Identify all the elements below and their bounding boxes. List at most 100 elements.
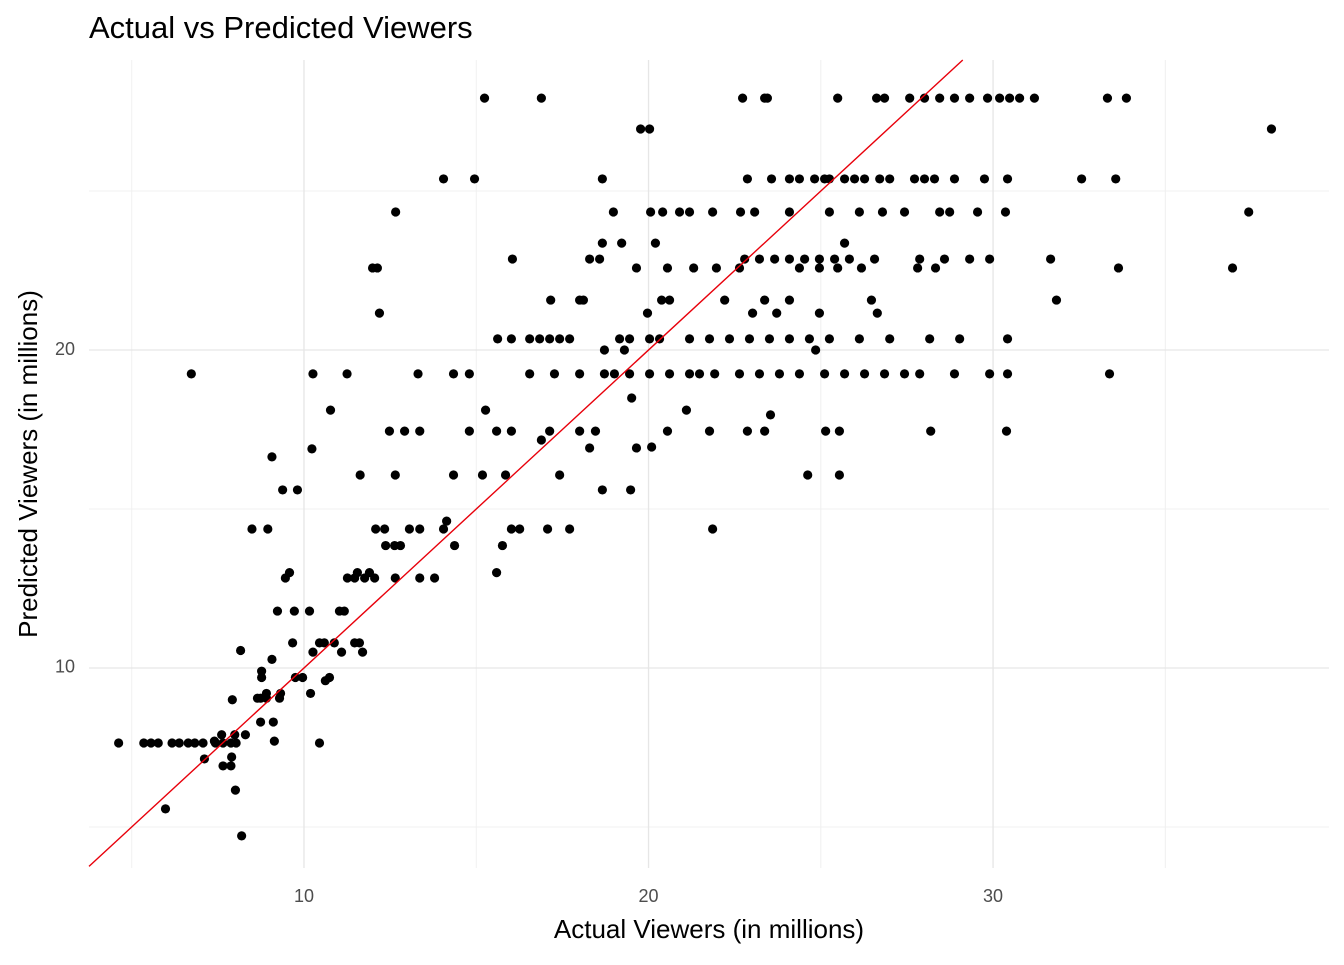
point <box>704 426 715 436</box>
point <box>597 238 607 248</box>
point <box>774 369 785 379</box>
point <box>965 93 975 103</box>
point <box>267 654 277 665</box>
point <box>597 174 607 184</box>
point <box>380 524 390 534</box>
point <box>308 647 318 657</box>
point <box>915 369 925 379</box>
point <box>804 334 815 344</box>
point <box>325 405 336 415</box>
point <box>329 638 339 648</box>
point <box>915 254 925 264</box>
point <box>885 174 895 184</box>
point <box>742 426 753 436</box>
point <box>269 736 279 746</box>
point <box>390 470 400 480</box>
point <box>575 369 585 379</box>
point <box>413 369 423 379</box>
point <box>740 254 750 264</box>
point <box>449 540 460 551</box>
point <box>480 405 491 415</box>
y-axis-label: Predicted Viewers (in millions) <box>13 290 43 638</box>
point <box>415 524 425 534</box>
point <box>1227 263 1238 273</box>
point <box>525 334 535 344</box>
point <box>869 254 880 264</box>
point <box>821 426 831 436</box>
point <box>644 334 655 344</box>
point <box>1002 369 1013 379</box>
point <box>955 334 965 344</box>
point <box>506 334 517 344</box>
point <box>536 435 546 445</box>
point <box>636 124 646 134</box>
point <box>355 470 365 480</box>
x-tick-label: 30 <box>983 886 1003 906</box>
point <box>834 470 845 480</box>
point <box>849 174 860 184</box>
point <box>879 369 890 379</box>
point <box>146 738 156 748</box>
point <box>839 238 850 248</box>
point <box>272 606 283 616</box>
point <box>750 207 760 217</box>
point <box>198 738 208 748</box>
point <box>811 345 821 355</box>
point <box>859 174 870 184</box>
point <box>292 485 303 495</box>
point <box>160 804 171 814</box>
point <box>364 567 375 578</box>
point <box>240 730 251 740</box>
point <box>578 295 589 305</box>
point <box>231 738 241 748</box>
point <box>565 334 575 344</box>
point <box>1104 369 1115 379</box>
point <box>646 207 656 217</box>
point <box>139 738 149 748</box>
point <box>935 207 945 217</box>
point <box>491 426 502 436</box>
point <box>784 207 795 217</box>
point <box>597 485 607 495</box>
point <box>288 638 298 648</box>
point <box>390 573 400 583</box>
point <box>230 730 240 740</box>
point <box>210 738 221 748</box>
point <box>834 426 845 436</box>
point <box>595 254 605 264</box>
point <box>624 369 635 379</box>
point <box>381 540 391 551</box>
point <box>939 254 950 264</box>
point <box>854 334 864 344</box>
point <box>506 524 517 534</box>
point <box>650 238 661 248</box>
point <box>627 393 637 403</box>
point <box>949 93 960 103</box>
point <box>642 308 653 318</box>
point <box>995 93 1005 103</box>
point <box>261 693 272 703</box>
point <box>257 672 267 683</box>
point <box>1111 174 1121 184</box>
point <box>662 263 673 273</box>
point <box>909 174 920 184</box>
point <box>404 524 415 534</box>
point <box>1266 124 1277 134</box>
point <box>985 254 995 264</box>
point <box>747 308 758 318</box>
point <box>619 345 630 355</box>
point <box>1002 174 1013 184</box>
point <box>284 567 295 578</box>
point <box>395 540 406 551</box>
x-tick-label: 20 <box>639 886 659 906</box>
point <box>545 334 555 344</box>
point <box>734 369 745 379</box>
point <box>304 606 315 616</box>
point <box>1051 295 1062 305</box>
point <box>803 470 813 480</box>
point <box>737 93 748 103</box>
point <box>644 369 655 379</box>
point <box>766 174 777 184</box>
